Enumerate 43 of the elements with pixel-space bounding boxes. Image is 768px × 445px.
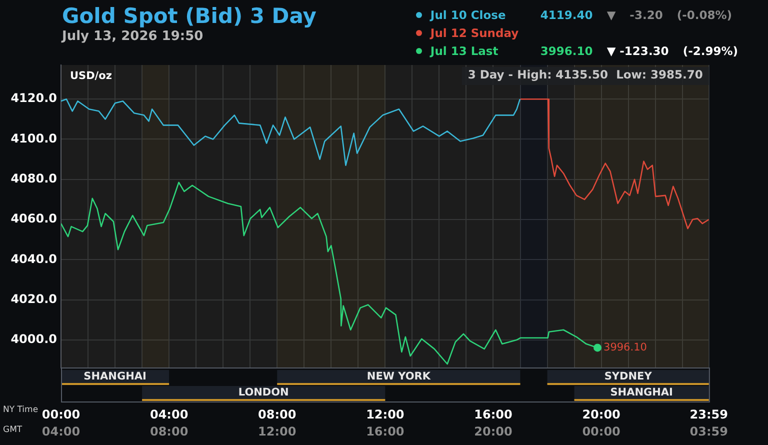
band-label: LONDON xyxy=(238,386,289,399)
chart-title: Gold Spot (Bid) 3 Day xyxy=(62,4,316,28)
band-label: NEW YORK xyxy=(366,370,432,383)
y-tick-label: 4040.0 xyxy=(10,252,57,266)
y-tick-label: 4120.0 xyxy=(10,91,57,106)
y-axis-title: USD/oz xyxy=(70,70,112,82)
text: ▼ xyxy=(606,8,616,22)
x2-tick-label: 16:00 xyxy=(366,424,404,438)
x-axis-title: NY Time xyxy=(3,405,38,416)
x2-tick-label: 04:00 xyxy=(42,424,80,438)
text: 4119.40 xyxy=(540,8,593,22)
y-tick-label: 4100.0 xyxy=(10,131,57,146)
chart-subtitle: July 13, 2026 19:50 xyxy=(62,29,204,44)
x2-tick-label: 00:00 xyxy=(582,424,620,438)
y-tick-label: 4000.0 xyxy=(10,332,57,346)
text: 3996.10 xyxy=(540,44,593,58)
band-label: SHANGHAI xyxy=(610,386,673,399)
x-tick-label: 23:59 xyxy=(690,407,728,422)
x-tick-label: 12:00 xyxy=(366,407,404,422)
x2-tick-label: 12:00 xyxy=(258,424,296,438)
y-tick-label: 4080.0 xyxy=(10,172,57,186)
text: (-2.99%) xyxy=(682,44,738,58)
x2-axis-title: GMT xyxy=(3,425,23,436)
annotation: 3 Day - High: 4135.50 Low: 3985.70 xyxy=(468,68,703,82)
band-label: SYDNEY xyxy=(604,370,652,383)
band-label: SHANGHAI xyxy=(84,370,146,383)
x-tick-label: 16:00 xyxy=(474,407,512,422)
x2-tick-label: 03:59 xyxy=(690,424,728,438)
x-tick-label: 04:00 xyxy=(150,407,188,422)
x-tick-label: 08:00 xyxy=(258,407,296,422)
annotation: 3996.10 xyxy=(604,341,647,354)
text: -3.20 xyxy=(630,8,663,22)
x2-tick-label: 08:00 xyxy=(150,424,188,438)
legend-label: Jul 12 Sunday xyxy=(430,26,520,40)
x-tick-label: 00:00 xyxy=(42,407,80,422)
text: (-0.08%) xyxy=(676,8,732,22)
legend-label: Jul 13 Last xyxy=(430,44,500,58)
text: ▼ -123.30 xyxy=(606,44,669,58)
x-tick-label: 20:00 xyxy=(582,407,620,422)
legend-label: Jul 10 Close xyxy=(430,8,507,22)
y-tick-label: 4020.0 xyxy=(10,292,57,306)
y-tick-label: 4060.0 xyxy=(10,212,57,226)
x2-tick-label: 20:00 xyxy=(474,424,512,438)
